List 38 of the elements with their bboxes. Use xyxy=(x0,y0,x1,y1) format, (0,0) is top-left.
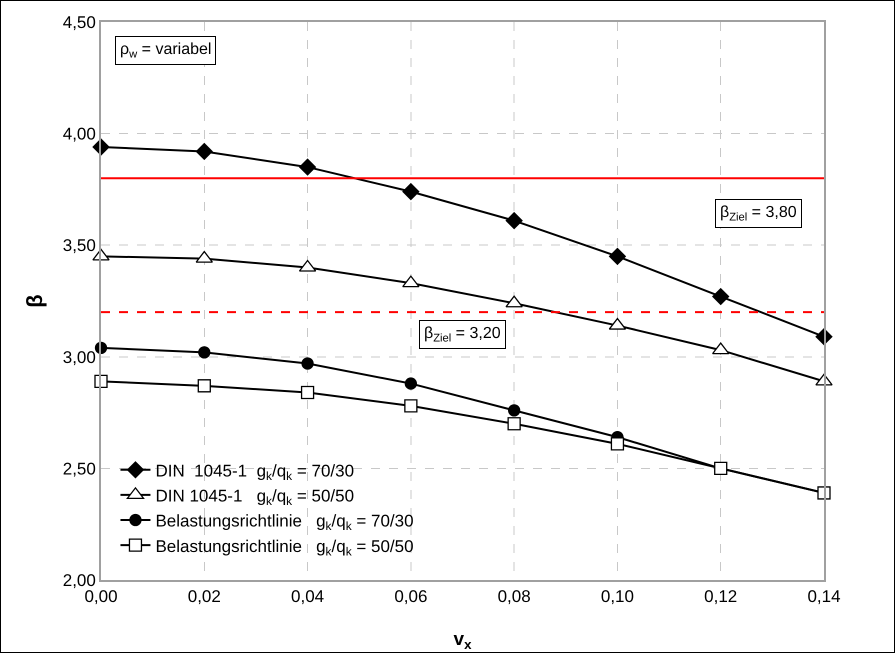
legend-label: DIN 1045-1 g$_{k}$/q$_{k}$ = 50/50 xyxy=(155,486,354,508)
y-axis-title: β xyxy=(22,294,48,308)
point xyxy=(198,379,211,392)
point xyxy=(299,158,316,176)
point xyxy=(404,399,418,413)
x-tick-label: 0,00 xyxy=(84,587,118,606)
ref-line-label: β$_{Ziel}$ = 3,80 xyxy=(720,204,797,224)
point xyxy=(402,183,420,200)
legend-label: DIN 1045-1 g$_{k}$/q$_{k}$ = 70/30 xyxy=(155,461,354,484)
x-tick-label: 0,04 xyxy=(291,587,324,606)
x-tick-label: 0,02 xyxy=(188,587,221,606)
point xyxy=(196,143,213,160)
x-axis-title: v$_{x}$ xyxy=(454,629,472,652)
x-tick-label: 0,10 xyxy=(600,587,634,606)
x-tick-label: 0,12 xyxy=(704,587,738,606)
annotation: ρ$_{w}$ = variabel xyxy=(120,41,212,60)
x-tick-label: 0,14 xyxy=(807,587,841,606)
point xyxy=(198,346,210,358)
y-tick-label: 3,00 xyxy=(62,348,96,367)
point xyxy=(300,386,314,400)
point xyxy=(610,437,624,450)
legend-label: Belastungsrichtlinie g$_{k}$/q$_{k}$ = 70/30 xyxy=(155,512,414,534)
x-tick-label: 0,06 xyxy=(394,587,428,606)
x-tick-label: 0,08 xyxy=(498,587,531,606)
point xyxy=(508,404,520,417)
point xyxy=(301,357,314,370)
point xyxy=(507,417,521,430)
y-tick-label: 4,50 xyxy=(62,12,96,32)
y-tick-label: 4,00 xyxy=(62,124,96,144)
point xyxy=(404,377,418,390)
point xyxy=(712,288,730,305)
y-tick-label: 3,50 xyxy=(62,236,96,256)
y-tick-label: 2,00 xyxy=(62,570,96,590)
ref-line-label: β$_{Ziel}$ = 3,20 xyxy=(424,325,501,344)
legend-label: Belastungsrichtlinie g$_{k}$/q$_{k}$ = 50/50 xyxy=(155,536,414,558)
y-tick-label: 2,50 xyxy=(62,459,96,478)
point xyxy=(506,212,523,230)
point xyxy=(608,248,626,265)
